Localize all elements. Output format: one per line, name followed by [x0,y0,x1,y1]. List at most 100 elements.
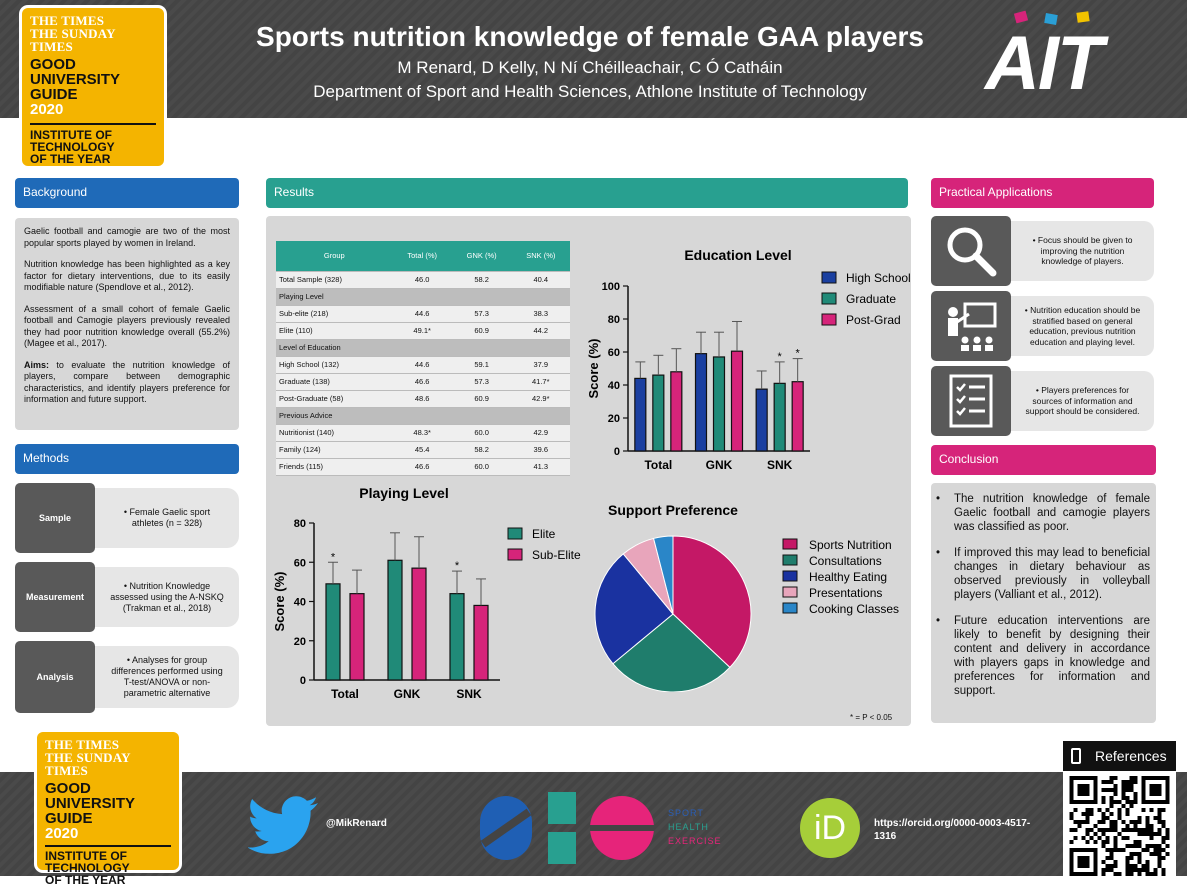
qr-module [1125,788,1130,792]
qr-module [1137,816,1142,820]
qr-module [1133,864,1138,868]
qr-code[interactable] [1063,771,1176,876]
y-tick-label: 40 [608,380,620,392]
legend-label: Post-Grad [846,313,901,327]
qr-module [1081,820,1086,824]
qr-module [1161,840,1166,844]
qr-module [1145,864,1150,868]
table-cell: 58.2 [451,441,512,459]
qr-module [1105,864,1110,868]
qr-module [1125,808,1130,812]
qr-module [1121,804,1126,808]
qr-module [1097,828,1102,832]
qr-module [1121,848,1126,852]
legend-label: Sports Nutrition [809,538,892,552]
qr-module [1129,872,1134,876]
qr-module [1137,872,1142,876]
table-row: Post-Graduate (58) 48.6 60.9 42.9* [276,390,570,408]
qr-module [1133,780,1138,784]
orcid-link[interactable]: https://orcid.org/0000-0003-4517-1316 [874,818,1031,842]
references-tab[interactable]: References [1063,741,1176,771]
table-cell: 41.7* [511,373,570,391]
legend-label: Healthy Eating [809,570,887,584]
table-row: Sub-elite (218) 44.6 57.3 38.3 [276,305,570,323]
qr-module [1093,840,1098,844]
legend-swatch [782,538,798,550]
x-tick-label: SNK [456,687,482,701]
qr-module [1133,840,1138,844]
qr-module [1137,832,1142,836]
conclusion-item: If improved this may lead to beneficial … [936,546,1150,602]
qr-module [1129,780,1134,784]
qr-module [1109,856,1114,860]
qr-module [1105,848,1110,852]
qr-module [1149,844,1154,848]
qr-module [1073,836,1078,840]
qr-module [1105,780,1110,784]
y-axis-label: Score (%) [586,339,601,399]
qr-module [1113,824,1118,828]
y-tick-label: 20 [294,636,306,648]
qr-module [1109,780,1114,784]
qr-module [1133,868,1138,872]
qr-module [1157,828,1162,832]
qr-module [1133,800,1138,804]
qr-module [1141,864,1146,868]
table-cell: Graduate (138) [276,373,393,391]
legend-label: Presentations [809,586,882,600]
qr-module [1069,816,1074,820]
qr-module [1093,824,1098,828]
qr-module [1157,816,1162,820]
qr-module [1113,828,1118,832]
qr-module [1089,808,1094,812]
qr-module [1129,852,1134,856]
qr-module [1125,868,1130,872]
qr-module [1145,848,1150,852]
results-table: Group Total (%) GNK (%) SNK (%) Total Sampl… [276,241,570,476]
bar [773,382,786,452]
qr-module [1101,788,1106,792]
table-cell: 58.2 [451,271,512,289]
qr-module [1117,872,1122,876]
table-cell: 60.9 [451,390,512,408]
qr-module [1101,872,1106,876]
qr-module [1133,828,1138,832]
results-heading: Results [266,178,908,208]
y-tick-label: 60 [294,557,306,569]
qr-module [1149,836,1154,840]
bar [325,583,341,681]
qr-module [1121,828,1126,832]
y-axis-label: Score (%) [272,572,287,632]
qr-module [1073,808,1078,812]
qr-module [1109,776,1114,780]
table-cell: 46.0 [392,271,452,289]
authors: M Renard, D Kelly, N Ní Chéilleachair, C… [397,58,783,77]
qr-module [1069,828,1074,832]
twitter-handle: @MikRenard [326,818,387,829]
qr-module [1109,800,1114,804]
bar [634,377,647,452]
qr-module [1101,844,1106,848]
qr-module [1129,828,1134,832]
qr-module [1125,800,1130,804]
qr-module [1161,848,1166,852]
x-tick-label: SNK [767,458,793,472]
magnifier-icon [931,216,1011,286]
methods-heading: Methods [15,444,239,474]
table-row: High School (132) 44.6 59.1 37.9 [276,356,570,374]
bar [730,350,744,452]
qr-module [1101,780,1106,784]
y-tick-label: 40 [294,597,306,609]
qr-module [1085,840,1090,844]
checklist-icon [931,366,1011,436]
qr-module [1069,812,1074,816]
legend-swatch [821,271,837,284]
qr-module [1085,808,1090,812]
qr-module [1073,820,1078,824]
qr-module [1077,820,1082,824]
qr-module [1081,812,1086,816]
qr-module [1109,804,1114,808]
practical-text-3: • Players preferences for sources of inf… [1011,371,1154,431]
method-label-measurement: Measurement [15,562,95,632]
table-subheader-row: Level of Education [276,339,570,357]
